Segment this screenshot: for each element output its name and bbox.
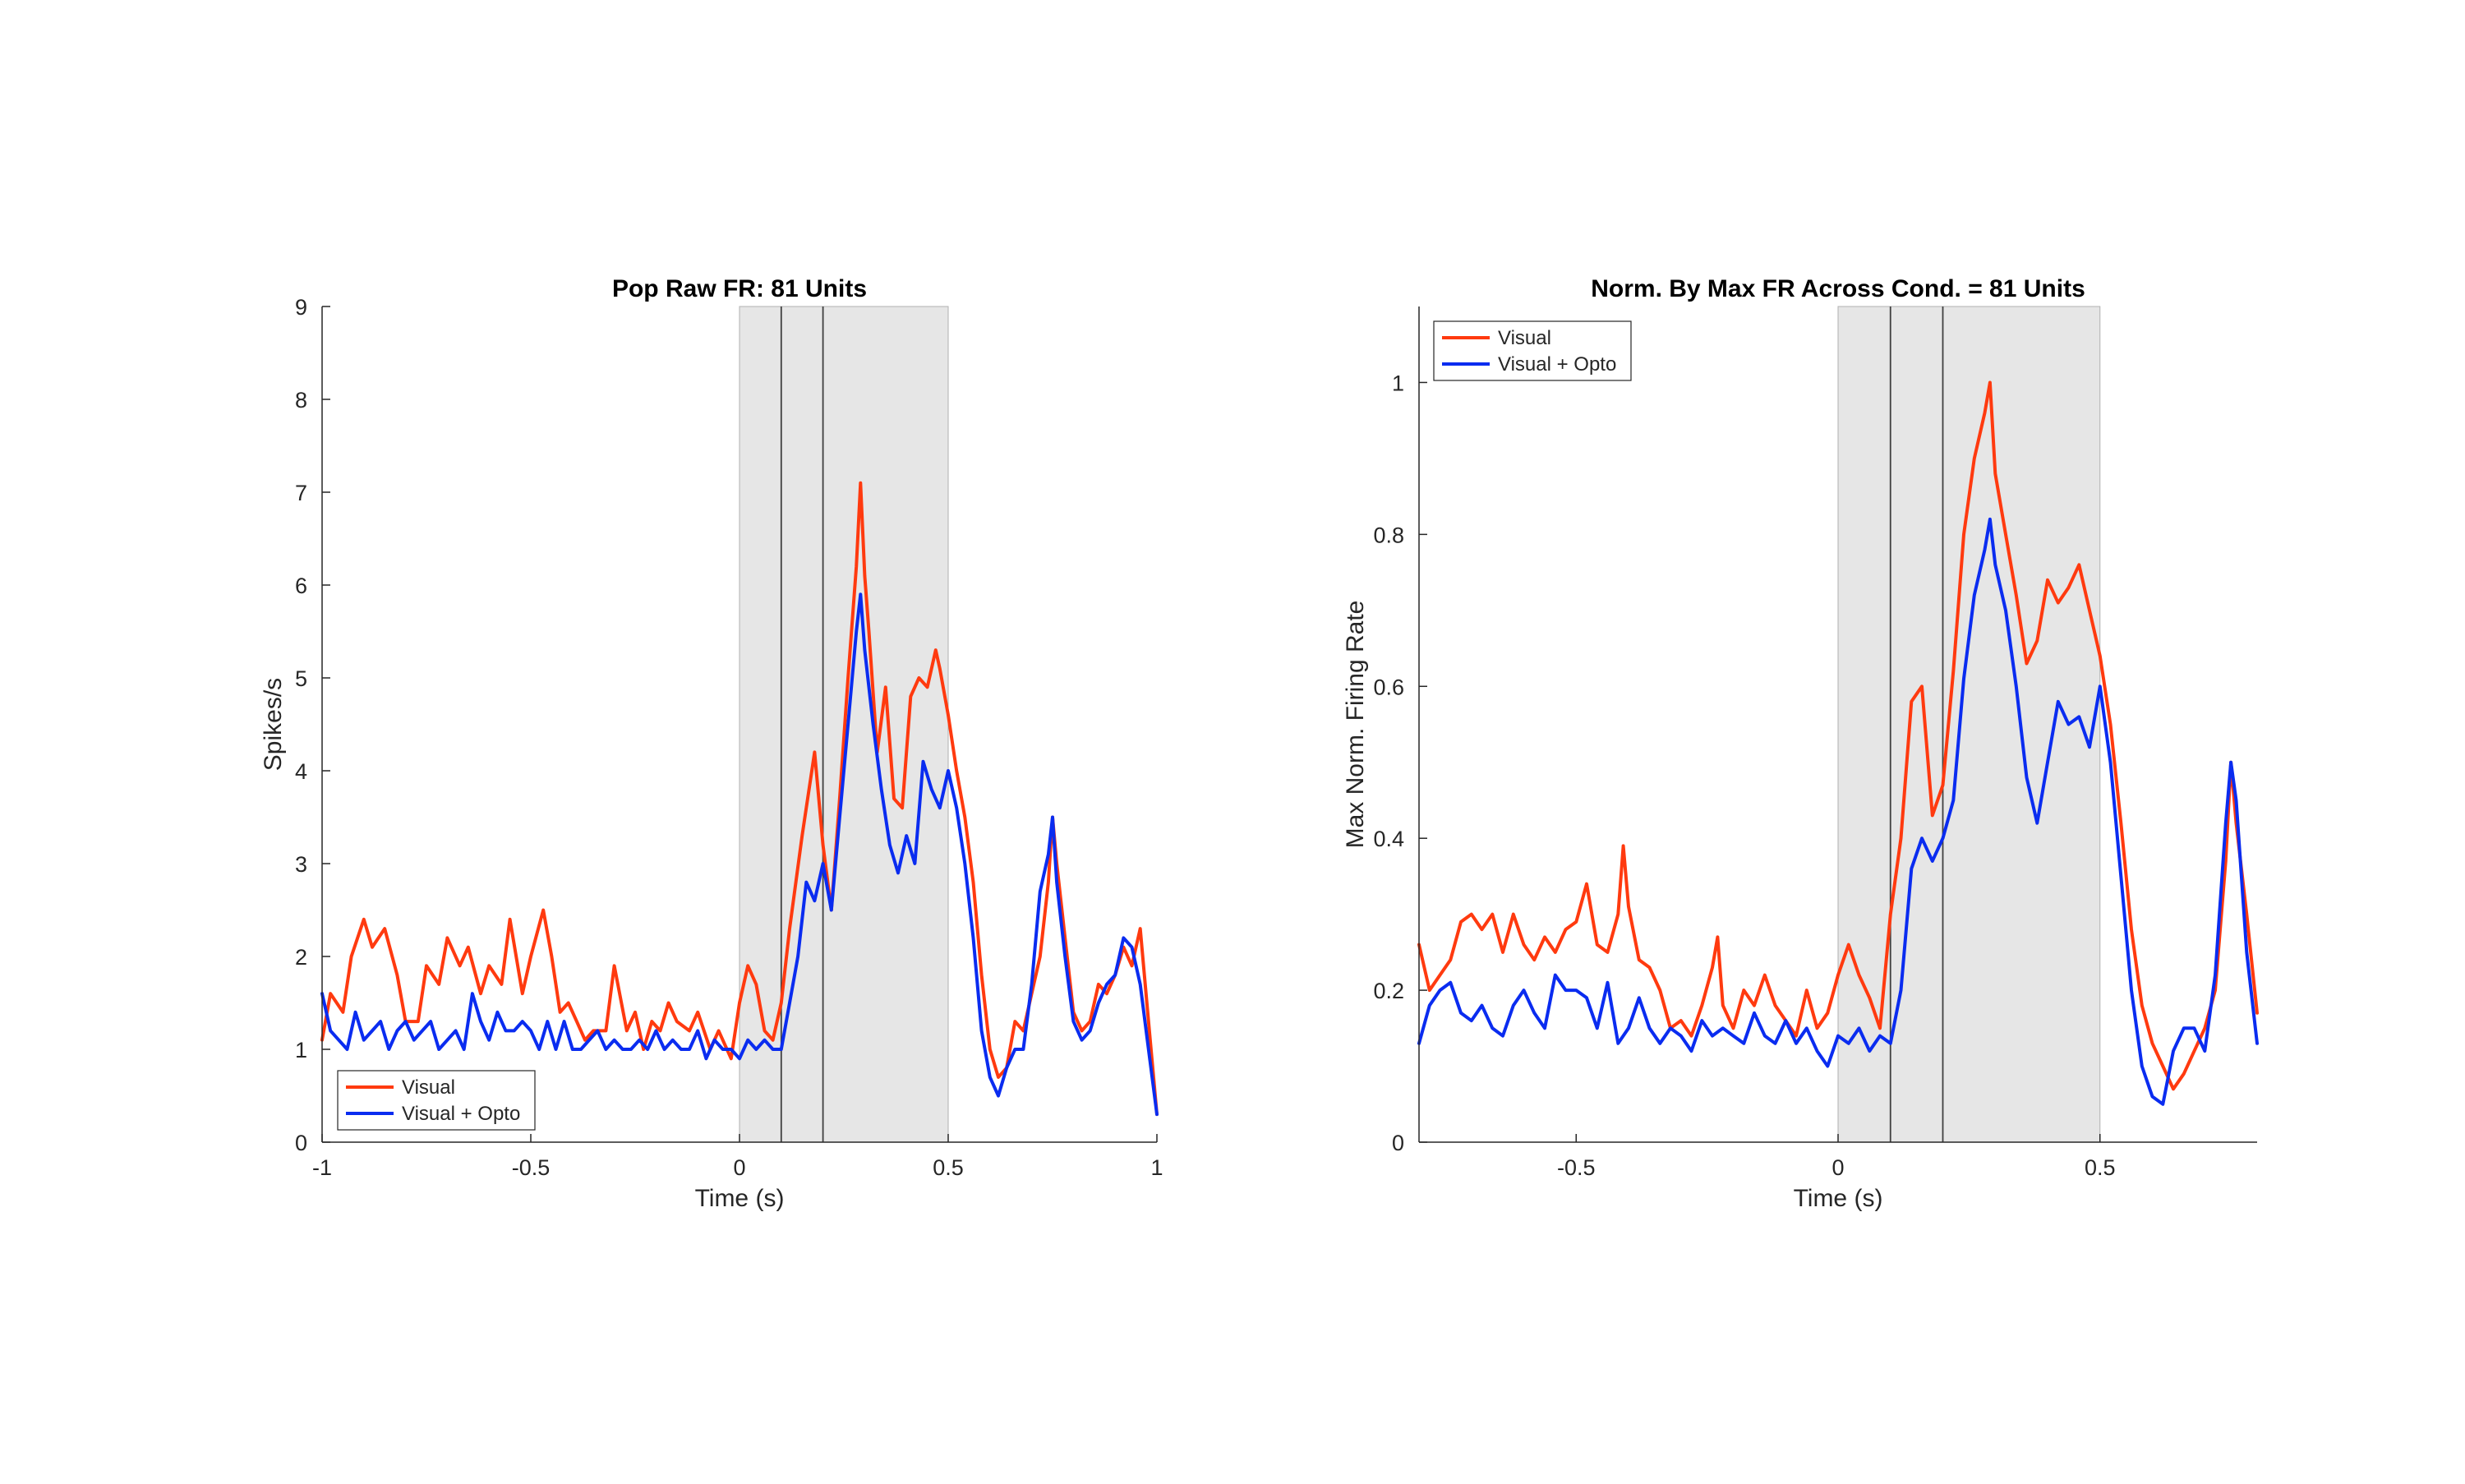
legend-label-visual: Visual <box>402 1076 455 1099</box>
legend-label-visual-opto: Visual + Opto <box>402 1103 520 1125</box>
x-tick-label: 0.5 <box>2085 1155 2116 1180</box>
y-tick-label: 4 <box>295 759 307 784</box>
y-axis-label: Max Norm. Firing Rate <box>1342 601 1369 849</box>
legend-label-visual-opto: Visual + Opto <box>1498 353 1616 376</box>
legend: Visual Visual + Opto <box>1433 320 1632 381</box>
series-line-visual <box>1417 380 2259 1091</box>
x-tick-label: -1 <box>312 1155 332 1180</box>
x-tick-label: -0.5 <box>512 1155 551 1180</box>
x-tick-label: 0 <box>733 1155 745 1180</box>
y-tick-label: 8 <box>295 388 307 412</box>
chart-panel-1: -1 -0.5 0 0.5 1 0 1 2 3 4 5 6 7 8 9 Pop Raw FR: 81 Unit… <box>260 275 1163 1212</box>
chart-title: Pop Raw FR: 81 Units <box>612 275 867 302</box>
y-tick-label: 0 <box>295 1131 307 1155</box>
y-tick-label: 1 <box>295 1038 307 1062</box>
series-line-visual-opto <box>320 592 1159 1117</box>
y-tick-label: 1 <box>1392 371 1404 395</box>
y-tick-label: 9 <box>295 295 307 320</box>
chart-panel-2: -0.5 0 0.5 0 0.2 0.4 0.6 0.8 1 Norm. By Max FR Ac… <box>1342 275 2259 1212</box>
x-axis-label: Time (s) <box>695 1185 785 1212</box>
y-tick-label: 0.8 <box>1373 523 1404 547</box>
y-tick-label: 3 <box>295 852 307 877</box>
legend-box <box>1433 320 1632 381</box>
x-tick-label: 0.5 <box>933 1155 964 1180</box>
legend-box <box>337 1070 536 1131</box>
y-tick-label: 6 <box>295 574 307 598</box>
y-axis-label: Spikes/s <box>260 678 287 771</box>
y-tick-label: 0.2 <box>1373 979 1404 1003</box>
chart-title: Norm. By Max FR Across Cond. = 81 Units <box>1591 275 2085 302</box>
x-tick-label: 1 <box>1150 1155 1163 1180</box>
y-tick-label: 2 <box>295 945 307 970</box>
x-tick-label: 0 <box>1831 1155 1844 1180</box>
y-tick-label: 0 <box>1392 1131 1404 1155</box>
x-tick-label: -0.5 <box>1557 1155 1596 1180</box>
x-axis-label: Time (s) <box>1794 1185 1883 1212</box>
y-tick-label: 7 <box>295 481 307 505</box>
legend-label-visual: Visual <box>1498 327 1551 349</box>
y-tick-label: 5 <box>295 666 307 691</box>
series-line-visual <box>320 481 1159 1117</box>
legend: Visual Visual + Opto <box>337 1070 536 1131</box>
series-line-visual-opto <box>1417 517 2259 1106</box>
y-tick-label: 0.4 <box>1373 827 1404 851</box>
y-tick-label: 0.6 <box>1373 675 1404 699</box>
